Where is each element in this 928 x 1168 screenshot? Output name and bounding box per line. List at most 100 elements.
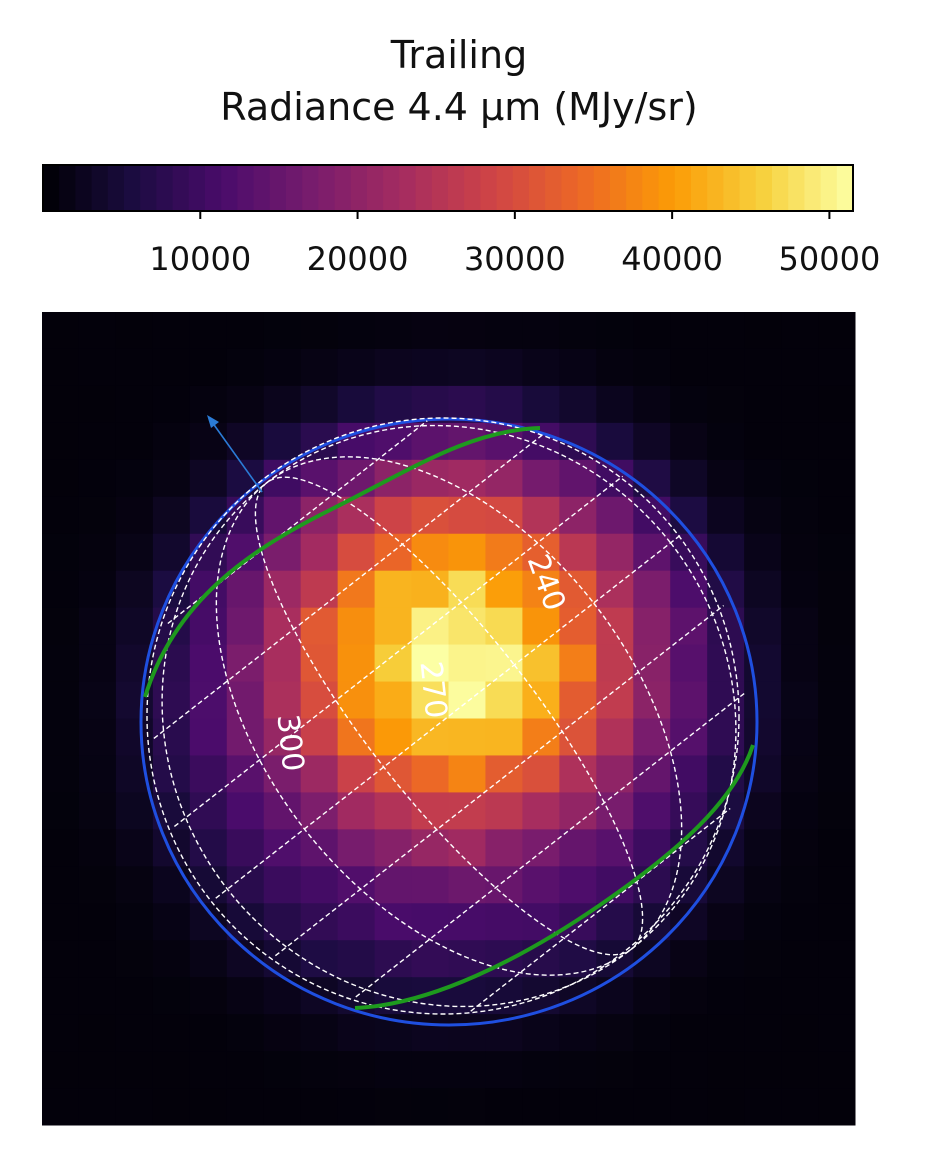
- heatmap-pixel: [115, 607, 154, 646]
- heatmap-pixel: [42, 496, 80, 535]
- colorbar-swatch: [593, 165, 611, 211]
- heatmap-pixel: [42, 792, 80, 830]
- colorbar-swatch: [626, 165, 643, 211]
- heatmap-pixel: [300, 755, 339, 793]
- parallel-line: [215, 533, 683, 899]
- heatmap-pixel: [300, 1014, 339, 1052]
- heatmap-pixel: [670, 533, 708, 572]
- heatmap-pixel: [337, 533, 376, 572]
- heatmap-pixel: [411, 866, 449, 904]
- heatmap-pixel: [115, 1088, 154, 1126]
- heatmap-pixel: [337, 607, 376, 646]
- colorbar-tick-label: 30000: [464, 240, 566, 278]
- heatmap-pixel: [670, 644, 708, 683]
- heatmap-pixel: [115, 1014, 154, 1052]
- heatmap-pixel: [300, 570, 339, 609]
- heatmap-pixel: [374, 644, 413, 683]
- chart-title: Trailing: [390, 33, 528, 77]
- heatmap-pixel: [300, 1088, 339, 1126]
- colorbar-swatch: [253, 165, 271, 211]
- heatmap-pixel: [337, 940, 376, 978]
- pole-arrow-shaft: [211, 421, 263, 493]
- heatmap-pixel: [633, 607, 671, 646]
- heatmap-pixel: [559, 533, 597, 572]
- heatmap-pixel: [707, 903, 745, 941]
- heatmap-pixel: [411, 496, 449, 535]
- colorbar-swatch: [642, 165, 660, 211]
- heatmap-pixel: [596, 755, 634, 793]
- heatmap-pixel: [374, 348, 413, 387]
- heatmap-pixel: [744, 977, 782, 1015]
- heatmap-pixel: [152, 312, 191, 350]
- heatmap-pixel: [300, 459, 339, 498]
- heatmap-pixel: [263, 1014, 302, 1052]
- heatmap-pixel: [337, 681, 376, 719]
- heatmap-pixel: [42, 459, 80, 498]
- heatmap-pixel: [707, 940, 745, 978]
- heatmap-pixel: [374, 570, 413, 609]
- heatmap-pixel: [189, 312, 228, 350]
- colorbar-swatch: [302, 165, 319, 211]
- heatmap-pixel: [78, 644, 117, 683]
- heatmap-pixel: [448, 681, 486, 719]
- heatmap-pixel: [78, 422, 117, 461]
- heatmap-pixel: [670, 1051, 708, 1089]
- heatmap-pixel: [818, 1088, 856, 1126]
- colorbar-tick-label: 20000: [307, 240, 409, 278]
- heatmap-pixel: [781, 1014, 819, 1052]
- heatmap-pixel: [374, 829, 413, 867]
- heatmap-pixel: [42, 348, 80, 387]
- heatmap-pixel: [226, 1088, 265, 1126]
- heatmap-pixel: [78, 681, 117, 719]
- heatmap-pixel: [337, 1088, 376, 1126]
- colorbar-swatch: [561, 165, 579, 211]
- colorbar-swatch: [755, 165, 773, 211]
- heatmap-pixel: [448, 459, 486, 498]
- heatmap-pixel: [633, 977, 671, 1015]
- heatmap-pixel: [596, 312, 634, 350]
- heatmap-pixel: [670, 570, 708, 609]
- colorbar-swatch: [188, 165, 206, 211]
- heatmap-pixel: [670, 312, 708, 350]
- heatmap-pixel: [596, 422, 634, 461]
- heatmap-pixel: [411, 681, 449, 719]
- heatmap-pixel: [263, 1088, 302, 1126]
- heatmap-pixel: [411, 533, 449, 572]
- heatmap-pixel: [744, 422, 782, 461]
- heatmap-pixel: [781, 570, 819, 609]
- heatmap-pixel: [152, 496, 191, 535]
- heatmap-pixel: [226, 459, 265, 498]
- heatmap-pixel: [707, 977, 745, 1015]
- heatmap-pixel: [42, 755, 80, 793]
- heatmap-pixel: [448, 829, 486, 867]
- heatmap-pixel: [78, 792, 117, 830]
- heatmap-pixel: [42, 718, 80, 756]
- heatmap-pixel: [337, 570, 376, 609]
- heatmap-pixel: [633, 866, 671, 904]
- heatmap-pixel: [78, 533, 117, 572]
- heatmap-pixel: [263, 607, 302, 646]
- heatmap-pixel: [411, 312, 449, 350]
- parallel-line: [173, 475, 624, 828]
- heatmap-pixel: [263, 422, 302, 461]
- colorbar-swatch: [286, 165, 303, 211]
- colorbar-swatch: [156, 165, 174, 211]
- heatmap-pixel: [152, 1088, 191, 1126]
- heatmap-pixel: [522, 718, 560, 756]
- heatmap-pixel: [522, 312, 560, 350]
- heatmap-pixel: [411, 1088, 449, 1126]
- heatmap-pixel: [152, 718, 191, 756]
- colorbar-tick-label: 50000: [779, 240, 881, 278]
- heatmap-pixel: [42, 385, 80, 424]
- heatmap-pixel: [485, 977, 523, 1015]
- heatmap-pixel: [633, 1051, 671, 1089]
- heatmap-pixel: [448, 348, 486, 387]
- heatmap-pixel: [374, 718, 413, 756]
- heatmap-pixel: [411, 570, 449, 609]
- heatmap-pixel: [559, 829, 597, 867]
- heatmap-pixel: [42, 1051, 80, 1089]
- heatmap-pixel: [337, 312, 376, 350]
- heatmap-pixel: [448, 496, 486, 535]
- heatmap-pixel: [189, 496, 228, 535]
